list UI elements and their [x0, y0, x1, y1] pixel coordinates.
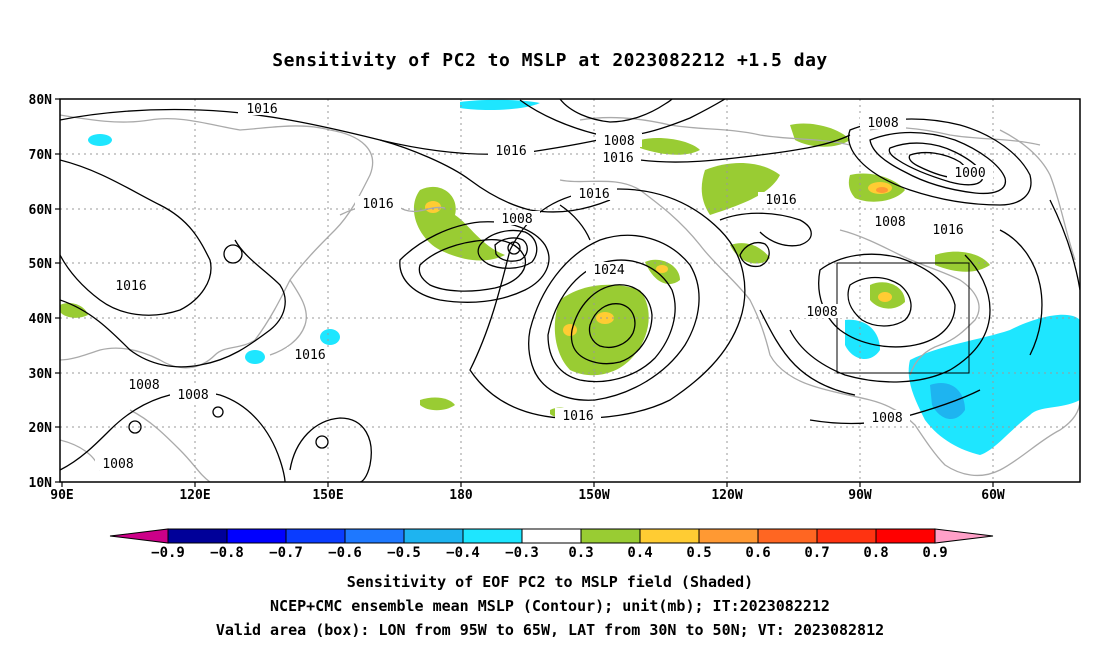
contour-label: 1008: [867, 116, 898, 131]
contour-label: 1016: [294, 348, 325, 363]
lat-label: 60N: [29, 203, 53, 218]
contour-label: 1016: [562, 409, 593, 424]
contour-label: 1008: [603, 134, 634, 149]
colorbar-swatch: [580, 528, 641, 544]
colorbar-swatch: [875, 528, 936, 544]
contour-label: 1008: [806, 305, 837, 320]
colorbar-label: 0.5: [686, 545, 711, 561]
lon-label: 180: [449, 488, 473, 503]
colorbar-swatch: [285, 528, 346, 544]
colorbar-label: −0.9: [151, 545, 185, 561]
lon-label: 90W: [848, 488, 872, 503]
caption-shaded: Sensitivity of EOF PC2 to MSLP field (Sh…: [346, 573, 754, 591]
lat-label: 20N: [29, 421, 53, 436]
contour-label: 1016: [115, 279, 146, 294]
map-area: [60, 99, 1080, 482]
colorbar-swatch: [403, 528, 464, 544]
contour-label: 1024: [593, 263, 624, 278]
colorbar-swatch: [462, 528, 523, 544]
lon-label: 120W: [711, 488, 742, 503]
caption-valid-area: Valid area (box): LON from 95W to 65W, L…: [215, 621, 885, 639]
axis-ticks: [55, 98, 994, 487]
colorbar-label: −0.7: [269, 545, 303, 561]
contour-label: 1016: [765, 193, 796, 208]
colorbar-swatch: [639, 528, 700, 544]
contour-label: 1008: [102, 457, 133, 472]
contour-label: 1008: [871, 411, 902, 426]
lat-label: 50N: [29, 257, 53, 272]
colorbar-swatch: [757, 528, 818, 544]
colorbar-left-arrow: [109, 528, 169, 544]
contour-label: 1008: [128, 378, 159, 393]
colorbar-label: 0.3: [568, 545, 593, 561]
shading-positive: [60, 123, 990, 418]
colorbar-label: −0.4: [446, 545, 480, 561]
contour-label: 1016: [362, 197, 393, 212]
colorbar-swatch: [521, 528, 582, 544]
lat-label: 80N: [29, 93, 53, 108]
colorbar-swatch: [344, 528, 405, 544]
map-frame: [59, 98, 1081, 483]
lon-label: 90E: [50, 488, 73, 503]
colorbar-swatch: [226, 528, 287, 544]
lat-label: 70N: [29, 148, 53, 163]
colorbar-swatch: [698, 528, 759, 544]
contour-label: 1008: [177, 388, 208, 403]
contour-label: 1016: [578, 187, 609, 202]
mslp-contours: [60, 99, 1080, 482]
contour-label: 1008: [501, 212, 532, 227]
contour-labels: 1016 1008 1016 1016 1016 1008 1016 1016 …: [95, 101, 993, 472]
contour-label: 1008: [874, 215, 905, 230]
contour-label: 1016: [932, 223, 963, 238]
colorbar-label: 0.4: [627, 545, 652, 561]
latitude-labels: 80N 70N 60N 50N 40N 30N 20N 10N: [29, 93, 53, 491]
colorbar-label: 0.7: [804, 545, 829, 561]
colorbar-swatch: [816, 528, 877, 544]
chart-title: Sensitivity of PC2 to MSLP at 2023082212…: [272, 50, 828, 71]
colorbar-label: −0.3: [505, 545, 539, 561]
contour-label: 1000: [954, 166, 985, 181]
lon-label: 120E: [179, 488, 210, 503]
colorbar-label: −0.6: [328, 545, 362, 561]
contour-label: 1016: [246, 102, 277, 117]
colorbar-label: 0.6: [745, 545, 770, 561]
caption-contour: NCEP+CMC ensemble mean MSLP (Contour); u…: [270, 597, 830, 615]
colorbar-right-arrow: [934, 528, 994, 544]
lon-label: 60W: [981, 488, 1005, 503]
lat-label: 30N: [29, 367, 53, 382]
lon-label: 150E: [312, 488, 343, 503]
colorbar: −0.9 −0.8 −0.7 −0.6 −0.5 −0.4 −0.3 0.3 0.4 0.5 0.6…: [109, 528, 994, 561]
colorbar-label: 0.8: [863, 545, 888, 561]
colorbar-label: −0.5: [387, 545, 421, 561]
lat-label: 40N: [29, 312, 53, 327]
lat-label: 10N: [29, 476, 53, 491]
coastlines: [60, 114, 1080, 482]
contour-label: 1016: [495, 144, 526, 159]
lon-label: 150W: [578, 488, 609, 503]
colorbar-label: 0.9: [922, 545, 947, 561]
colorbar-label: −0.8: [210, 545, 244, 561]
longitude-labels: 90E 120E 150E 180 150W 120W 90W 60W: [50, 488, 1005, 503]
shading-negative: [88, 99, 1080, 455]
contour-label: 1016: [602, 151, 633, 166]
colorbar-swatch: [167, 528, 228, 544]
